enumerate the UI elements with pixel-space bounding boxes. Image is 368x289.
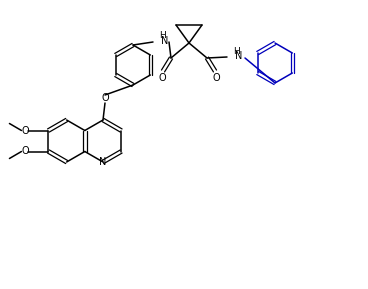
Text: O: O xyxy=(101,93,109,103)
Text: O: O xyxy=(22,147,29,157)
Text: H: H xyxy=(233,47,239,55)
Text: H: H xyxy=(159,32,165,40)
Text: O: O xyxy=(22,125,29,136)
Text: N: N xyxy=(161,36,169,46)
Text: N: N xyxy=(99,157,107,167)
Text: N: N xyxy=(235,51,243,61)
Text: O: O xyxy=(212,73,220,83)
Text: O: O xyxy=(158,73,166,83)
